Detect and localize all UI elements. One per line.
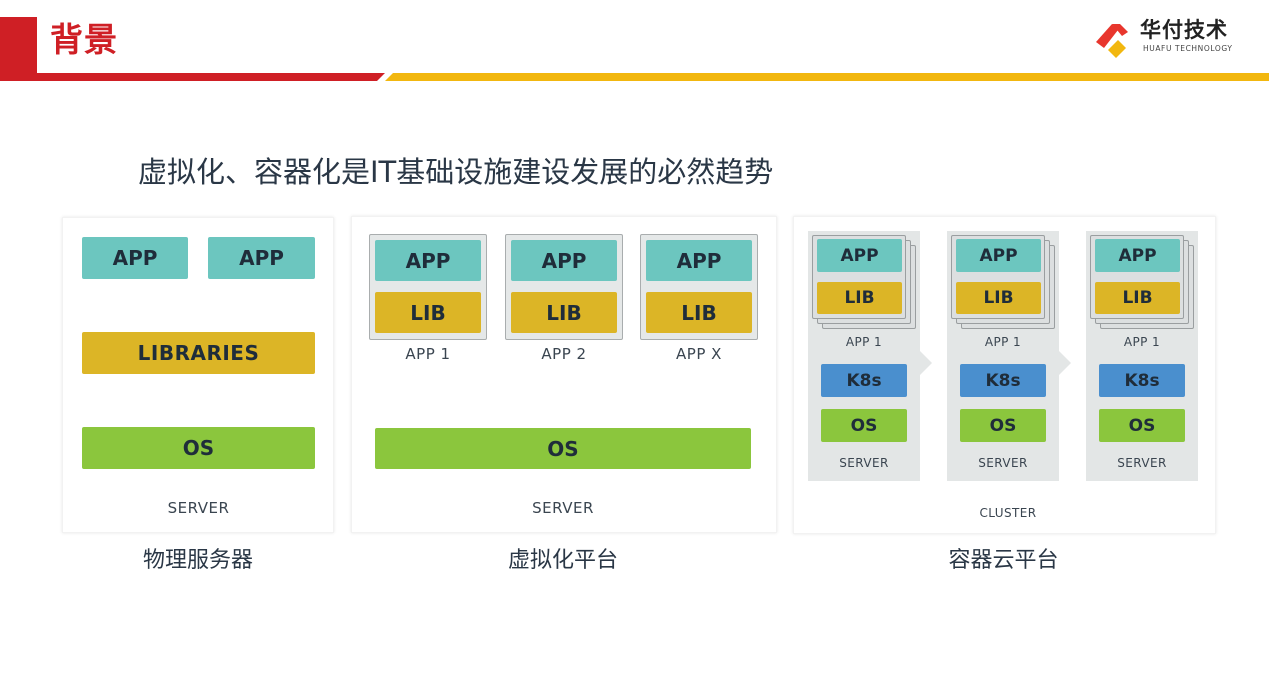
physical-app-box-1: APP [82,237,188,279]
huafu-logo-icon [1096,24,1128,58]
vm-lib-box-3: LIB [646,292,752,333]
vm-lib-box-2: LIB [511,292,617,333]
physical-os-box: OS [82,427,315,469]
container-os-box-2: OS [960,409,1046,442]
column-arrow-1 [920,351,932,375]
container-server-label-2: SERVER [978,456,1028,470]
container-lib-box-2: LIB [956,282,1041,314]
virtual-os-box: OS [375,428,751,469]
container-app-box-3: APP [1095,239,1180,272]
logo-text-cn: 华付技术 [1140,18,1228,42]
container-k8s-box-3: K8s [1099,364,1185,397]
virtual-caption: 虚拟化平台 [507,548,618,573]
container-k8s-box-2: K8s [960,364,1046,397]
vm-app-box-1: APP [375,240,481,281]
container-app-label-2: APP 1 [984,335,1022,349]
container-server-label-3: SERVER [1117,456,1167,470]
vm-app-box-2: APP [511,240,617,281]
subtitle: 虚拟化、容器化是IT基础设施建设发展的必然趋势 [138,155,774,189]
container-app-box-2: APP [956,239,1041,272]
container-k8s-box-1: K8s [821,364,907,397]
container-caption: 容器云平台 [948,548,1059,573]
slide-title: 背景 [50,20,118,59]
physical-app-box-2: APP [208,237,315,279]
container-app-label-3: APP 1 [1123,335,1161,349]
physical-caption: 物理服务器 [142,548,253,573]
header-stripe [0,73,1269,81]
vm-app-box-3: APP [646,240,752,281]
container-app-box-1: APP [817,239,902,272]
virtual-server-label: SERVER [532,499,594,517]
container-os-box-1: OS [821,409,907,442]
column-arrow-2 [1059,351,1071,375]
vm-lib-box-1: LIB [375,292,481,333]
logo-text-en: HUAFU TECHNOLOGY [1143,44,1233,53]
container-server-label-1: SERVER [839,456,889,470]
vm-label-2: APP 2 [541,345,587,363]
container-lib-box-1: LIB [817,282,902,314]
header-red-block [0,17,37,73]
container-app-label-1: APP 1 [845,335,883,349]
vm-label-1: APP 1 [405,345,451,363]
cluster-label: CLUSTER [979,506,1037,520]
physical-libraries-box: LIBRARIES [82,332,315,374]
vm-label-3: APP X [676,345,722,363]
physical-server-label: SERVER [167,499,230,517]
container-lib-box-3: LIB [1095,282,1180,314]
container-os-box-3: OS [1099,409,1185,442]
